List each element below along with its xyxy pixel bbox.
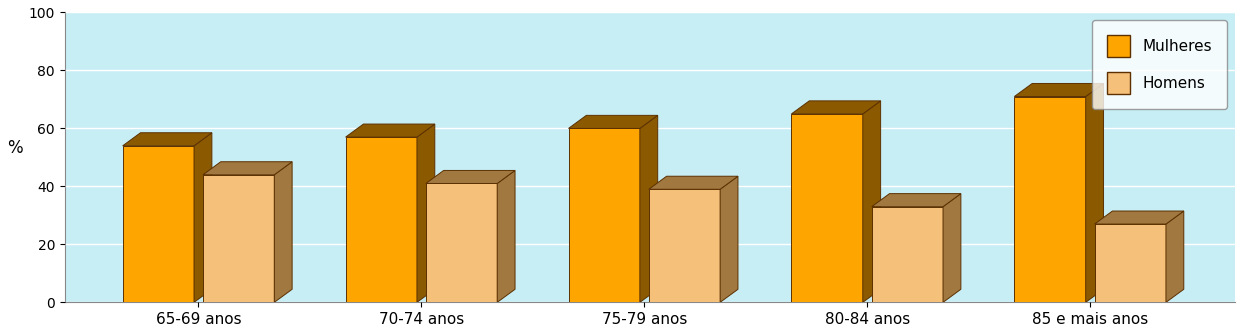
Polygon shape bbox=[417, 124, 435, 302]
Bar bbox=[1015, 97, 1086, 302]
Polygon shape bbox=[943, 194, 961, 302]
Bar bbox=[426, 183, 497, 302]
Bar bbox=[1094, 224, 1166, 302]
Polygon shape bbox=[1166, 211, 1184, 302]
Polygon shape bbox=[194, 133, 212, 302]
Polygon shape bbox=[274, 162, 292, 302]
Polygon shape bbox=[872, 194, 961, 207]
Legend: Mulheres, Homens: Mulheres, Homens bbox=[1092, 20, 1227, 109]
Polygon shape bbox=[497, 170, 515, 302]
Polygon shape bbox=[640, 115, 658, 302]
Bar bbox=[202, 175, 274, 302]
Polygon shape bbox=[1015, 84, 1104, 97]
Polygon shape bbox=[569, 115, 658, 128]
Bar bbox=[791, 114, 863, 302]
Polygon shape bbox=[863, 101, 881, 302]
Polygon shape bbox=[1094, 211, 1184, 224]
Bar bbox=[569, 128, 640, 302]
Polygon shape bbox=[345, 124, 435, 137]
Polygon shape bbox=[720, 176, 738, 302]
Polygon shape bbox=[426, 170, 515, 183]
Bar bbox=[872, 207, 943, 302]
Polygon shape bbox=[1086, 84, 1104, 302]
Bar bbox=[648, 189, 720, 302]
Polygon shape bbox=[123, 133, 212, 146]
Bar bbox=[345, 137, 417, 302]
Polygon shape bbox=[648, 176, 738, 189]
Bar bbox=[123, 146, 194, 302]
Y-axis label: %: % bbox=[7, 139, 22, 157]
Polygon shape bbox=[791, 101, 881, 114]
Polygon shape bbox=[202, 162, 292, 175]
